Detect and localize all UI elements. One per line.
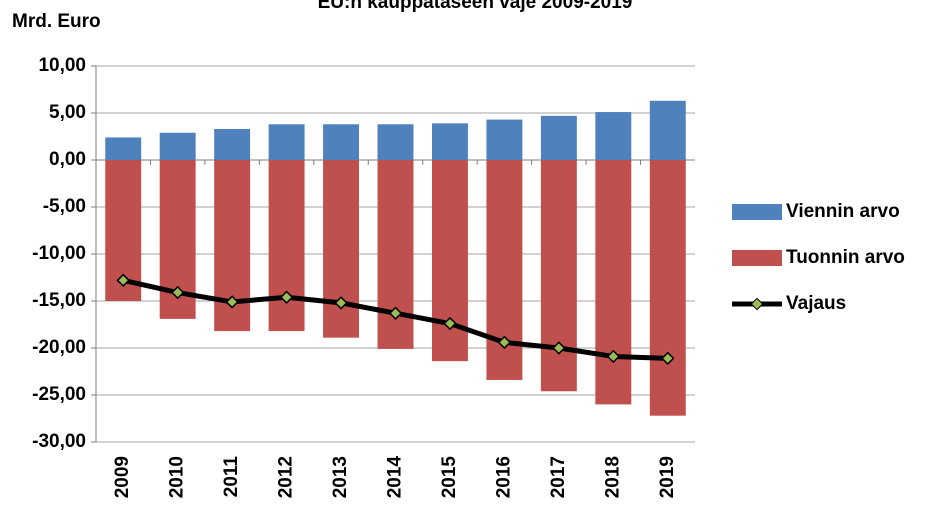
line-marker: [334, 296, 348, 310]
line-marker: [225, 295, 239, 309]
bar: [431, 160, 468, 362]
bar: [323, 124, 360, 160]
legend-swatch: [732, 250, 782, 266]
x-tick-label: 2012: [276, 456, 297, 498]
bar: [431, 123, 468, 160]
line-marker: [170, 285, 185, 300]
legend-label: Tuonnin arvo: [786, 247, 905, 268]
x-tick-label: 2019: [657, 456, 678, 498]
bar: [323, 160, 360, 338]
y-tick-label: -20,00: [32, 337, 86, 358]
x-tick-label: 2018: [602, 456, 623, 498]
bar: [595, 160, 632, 405]
line-marker: [661, 351, 675, 366]
y-tick-label: 5,00: [49, 102, 86, 123]
x-tick-label: 2011: [221, 456, 242, 498]
bar: [540, 115, 577, 160]
x-tick-label: 2013: [330, 456, 351, 498]
y-tick-label: 0,00: [49, 149, 86, 170]
bar: [649, 160, 686, 416]
legend-swatch: [732, 204, 782, 220]
legend-label: Viennin arvo: [786, 201, 900, 222]
y-tick-label: -5,00: [43, 196, 86, 217]
y-tick-label: -15,00: [32, 290, 86, 311]
bar: [377, 160, 414, 349]
x-tick-label: 2015: [439, 456, 460, 499]
line-marker: [116, 273, 130, 288]
bar: [214, 128, 251, 160]
bar: [105, 137, 142, 160]
y-tick-label: -10,00: [32, 243, 86, 264]
x-tick-label: 2009: [112, 456, 133, 498]
line-marker: [443, 316, 457, 331]
line-marker: [552, 341, 566, 355]
chart-title: EU:n kauppataseen vaje 2009-2019: [318, 0, 633, 13]
y-tick-label: 10,00: [38, 55, 86, 76]
bar: [159, 132, 196, 160]
bar: [595, 112, 632, 160]
x-tick-label: 2014: [385, 456, 406, 499]
line-marker: [606, 349, 621, 364]
x-tick-label: 2016: [493, 456, 514, 498]
x-tick-label: 2017: [548, 456, 569, 498]
y-tick-label: -25,00: [32, 384, 86, 405]
line-marker: [279, 290, 294, 304]
bar: [649, 100, 686, 160]
y-tick-label: -30,00: [32, 431, 86, 452]
bar: [268, 124, 305, 160]
y-axis-label: Mrd. Euro: [12, 11, 101, 32]
bar: [268, 160, 305, 332]
legend-label: Vajaus: [786, 293, 846, 314]
bar: [377, 124, 414, 160]
legend-marker: [750, 297, 764, 311]
bar: [486, 119, 523, 160]
bar: [540, 160, 577, 392]
line-marker: [388, 306, 403, 320]
x-tick-label: 2010: [167, 456, 188, 498]
line-marker: [497, 335, 512, 350]
